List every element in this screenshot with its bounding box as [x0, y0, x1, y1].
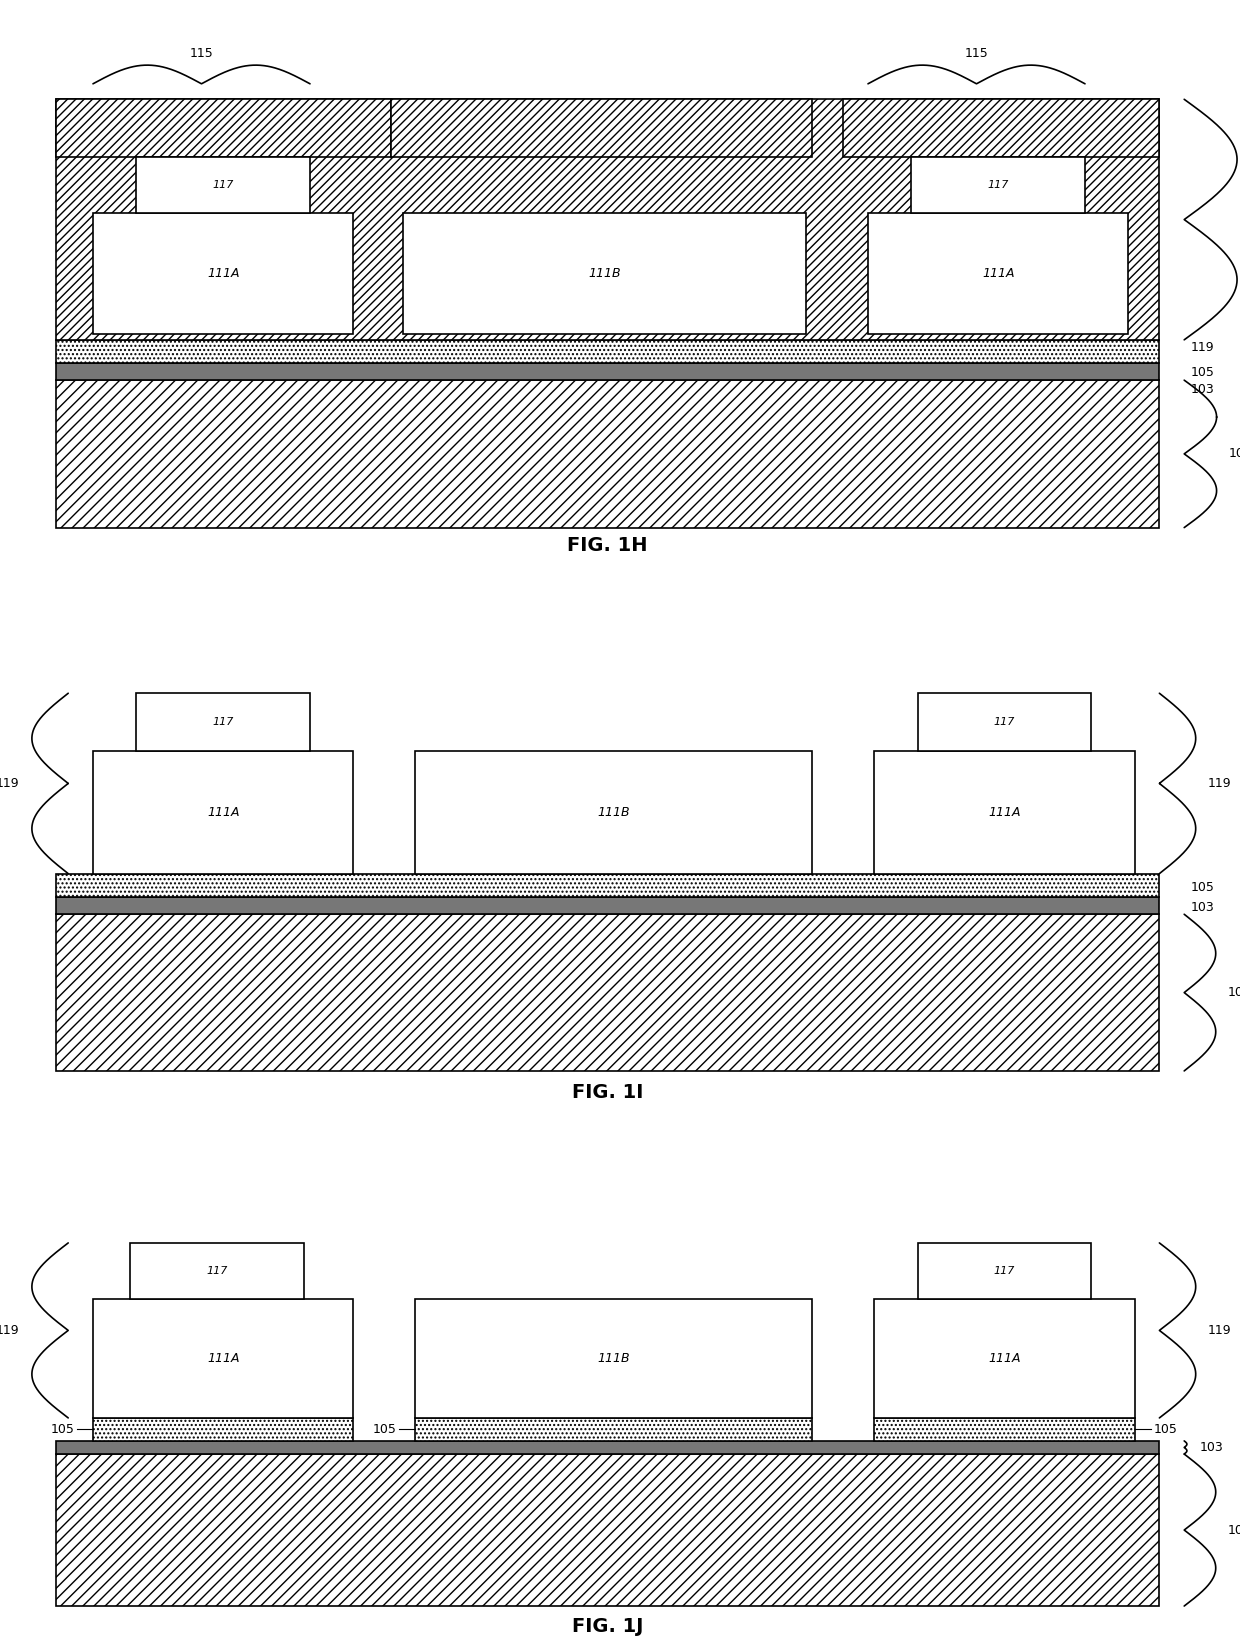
- Text: 119: 119: [0, 777, 20, 790]
- Text: 117: 117: [206, 1265, 228, 1277]
- Text: FIG. 1H: FIG. 1H: [568, 536, 647, 555]
- Text: 111A: 111A: [988, 1352, 1021, 1365]
- Text: 103: 103: [1190, 900, 1214, 914]
- Bar: [874, 1418, 1135, 1441]
- Bar: [874, 1298, 1135, 1418]
- Bar: [56, 340, 1159, 363]
- Bar: [56, 1454, 1159, 1607]
- Text: 105: 105: [373, 1423, 397, 1436]
- Bar: [843, 99, 1159, 158]
- Text: FIG. 1I: FIG. 1I: [572, 1083, 644, 1102]
- Text: 105: 105: [1153, 1423, 1177, 1436]
- Bar: [56, 897, 1159, 914]
- Text: 103: 103: [1199, 1441, 1223, 1454]
- Bar: [93, 1418, 353, 1441]
- Bar: [868, 214, 1128, 334]
- Bar: [130, 1242, 304, 1298]
- Bar: [56, 874, 1159, 897]
- Text: 117: 117: [212, 716, 234, 728]
- Bar: [136, 693, 310, 751]
- Text: 119: 119: [1208, 777, 1231, 790]
- Text: 119: 119: [0, 1324, 20, 1337]
- Bar: [136, 158, 310, 214]
- Text: 105: 105: [1190, 881, 1214, 894]
- Bar: [93, 214, 353, 334]
- Text: 105: 105: [1190, 366, 1214, 380]
- Text: 117: 117: [212, 181, 234, 191]
- Text: 111B: 111B: [588, 268, 621, 279]
- Bar: [403, 214, 806, 334]
- Bar: [874, 751, 1135, 874]
- Bar: [415, 1418, 812, 1441]
- Text: 111B: 111B: [598, 1352, 630, 1365]
- Bar: [56, 363, 1159, 380]
- Bar: [56, 380, 1159, 527]
- Bar: [415, 751, 812, 874]
- Bar: [56, 1441, 1159, 1454]
- Bar: [918, 1242, 1091, 1298]
- Bar: [56, 914, 1159, 1071]
- Text: 101: 101: [1228, 986, 1240, 999]
- Bar: [56, 99, 391, 158]
- Text: 117: 117: [993, 716, 1016, 728]
- Text: 111A: 111A: [207, 805, 239, 818]
- Text: 105: 105: [51, 1423, 74, 1436]
- Text: 111A: 111A: [207, 268, 239, 279]
- Text: 117: 117: [987, 181, 1009, 191]
- Bar: [911, 158, 1085, 214]
- Text: 115: 115: [190, 48, 213, 61]
- Text: 111A: 111A: [982, 268, 1014, 279]
- Bar: [391, 99, 812, 158]
- Text: 111B: 111B: [598, 805, 630, 818]
- Bar: [415, 1298, 812, 1418]
- Bar: [918, 693, 1091, 751]
- Text: 117: 117: [993, 1265, 1016, 1277]
- Text: 119: 119: [1208, 1324, 1231, 1337]
- Text: 111A: 111A: [988, 805, 1021, 818]
- Text: 111A: 111A: [207, 1352, 239, 1365]
- Text: FIG. 1J: FIG. 1J: [572, 1617, 644, 1636]
- Text: 115: 115: [965, 48, 988, 61]
- Bar: [56, 99, 1159, 340]
- Bar: [93, 751, 353, 874]
- Text: 119: 119: [1190, 342, 1214, 355]
- Bar: [93, 1298, 353, 1418]
- Text: 101: 101: [1228, 1523, 1240, 1536]
- Text: 101: 101: [1229, 447, 1240, 460]
- Text: 103: 103: [1190, 383, 1214, 396]
